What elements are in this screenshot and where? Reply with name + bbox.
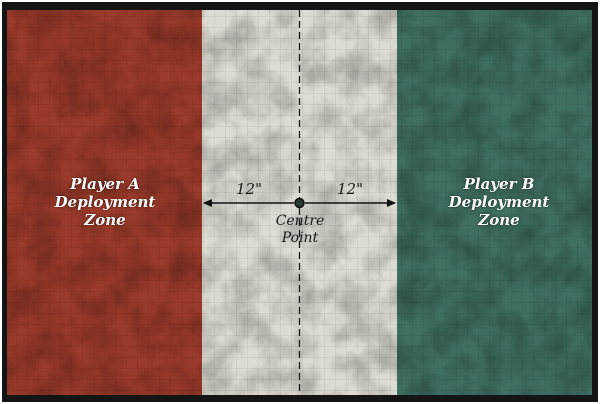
centre-label-line-1: Centre xyxy=(275,213,325,229)
player-a-label-line-3: Zone xyxy=(84,211,126,229)
centre-point-label: Centre Point xyxy=(260,213,340,247)
player-b-label-line-2: Deployment xyxy=(448,193,550,211)
centre-point-marker xyxy=(294,197,305,209)
left-measure-label: 12" xyxy=(236,180,262,198)
player-a-label-line-1: Player A xyxy=(70,175,140,193)
player-b-label-line-3: Zone xyxy=(478,211,520,229)
player-b-label-line-1: Player B xyxy=(463,175,535,193)
player-a-zone-label: Player A Deployment Zone xyxy=(30,175,180,229)
player-a-label-line-2: Deployment xyxy=(54,193,156,211)
right-measure-label: 12" xyxy=(337,180,363,198)
player-b-zone-label: Player B Deployment Zone xyxy=(424,175,574,229)
centre-label-line-2: Point xyxy=(281,230,319,246)
